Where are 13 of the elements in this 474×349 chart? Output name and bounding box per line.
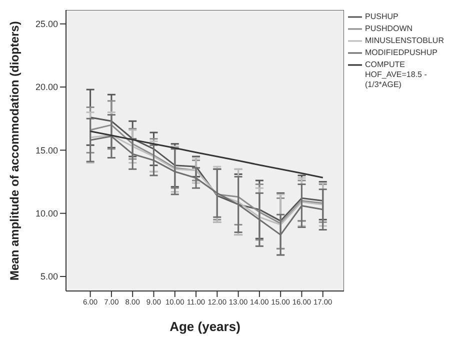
y-tick-label: 25.00 — [35, 19, 58, 30]
legend-label: MINUSLENSTOBLUR — [365, 36, 444, 46]
legend-label: COMPUTE HOF_AVE=18.5 - (1/3*AGE) — [365, 60, 428, 90]
legend-label: MODIFIEDPUSHUP — [365, 48, 438, 58]
y-tick-label: 10.00 — [35, 208, 58, 219]
y-axis-title: Mean amplitude of accommodation (diopters) — [7, 21, 22, 280]
x-axis-title: Age (years) — [170, 319, 240, 334]
legend-label: PUSHUP — [365, 12, 398, 22]
y-tick-label: 5.00 — [40, 272, 58, 282]
y-tick-label: 20.00 — [35, 82, 58, 92]
y-tick-label: 15.00 — [35, 145, 58, 156]
legend-label: PUSHDOWN — [365, 24, 413, 34]
line-series — [90, 130, 324, 178]
